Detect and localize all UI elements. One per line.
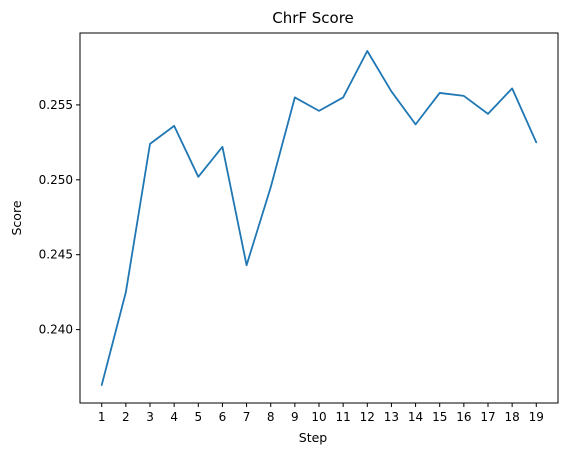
y-tick-label: 0.245 — [39, 248, 73, 262]
y-tick-label: 0.250 — [39, 173, 73, 187]
x-tick-label: 4 — [170, 410, 178, 424]
x-tick-label: 13 — [384, 410, 399, 424]
chart-title: ChrF Score — [272, 9, 354, 27]
y-tick-label: 0.255 — [39, 98, 73, 112]
x-tick-label: 2 — [122, 410, 130, 424]
x-tick-label: 19 — [529, 410, 544, 424]
x-tick-label: 9 — [291, 410, 299, 424]
x-tick-label: 3 — [146, 410, 154, 424]
x-tick-label: 11 — [336, 410, 351, 424]
x-tick-label: 8 — [267, 410, 275, 424]
x-tick-label: 7 — [243, 410, 251, 424]
x-tick-label: 14 — [408, 410, 423, 424]
x-tick-label: 17 — [480, 410, 495, 424]
x-tick-label: 1 — [98, 410, 106, 424]
x-tick-label: 12 — [360, 410, 375, 424]
x-tick-label: 18 — [504, 410, 519, 424]
y-tick-label: 0.240 — [39, 323, 73, 337]
plot-frame — [79, 32, 559, 404]
y-axis-label: Score — [9, 200, 24, 235]
x-tick-label: 6 — [219, 410, 227, 424]
x-tick-label: 15 — [432, 410, 447, 424]
x-tick-label: 10 — [311, 410, 326, 424]
x-tick-label: 16 — [456, 410, 471, 424]
x-tick-label: 5 — [194, 410, 202, 424]
x-axis-label: Step — [299, 430, 328, 445]
series-line-0 — [100, 50, 538, 386]
plot-area: 1 2 3 4 5 6 7 8 9 10 11 12 13 14 15 16 17 18 190.2400.2450… — [39, 32, 559, 424]
